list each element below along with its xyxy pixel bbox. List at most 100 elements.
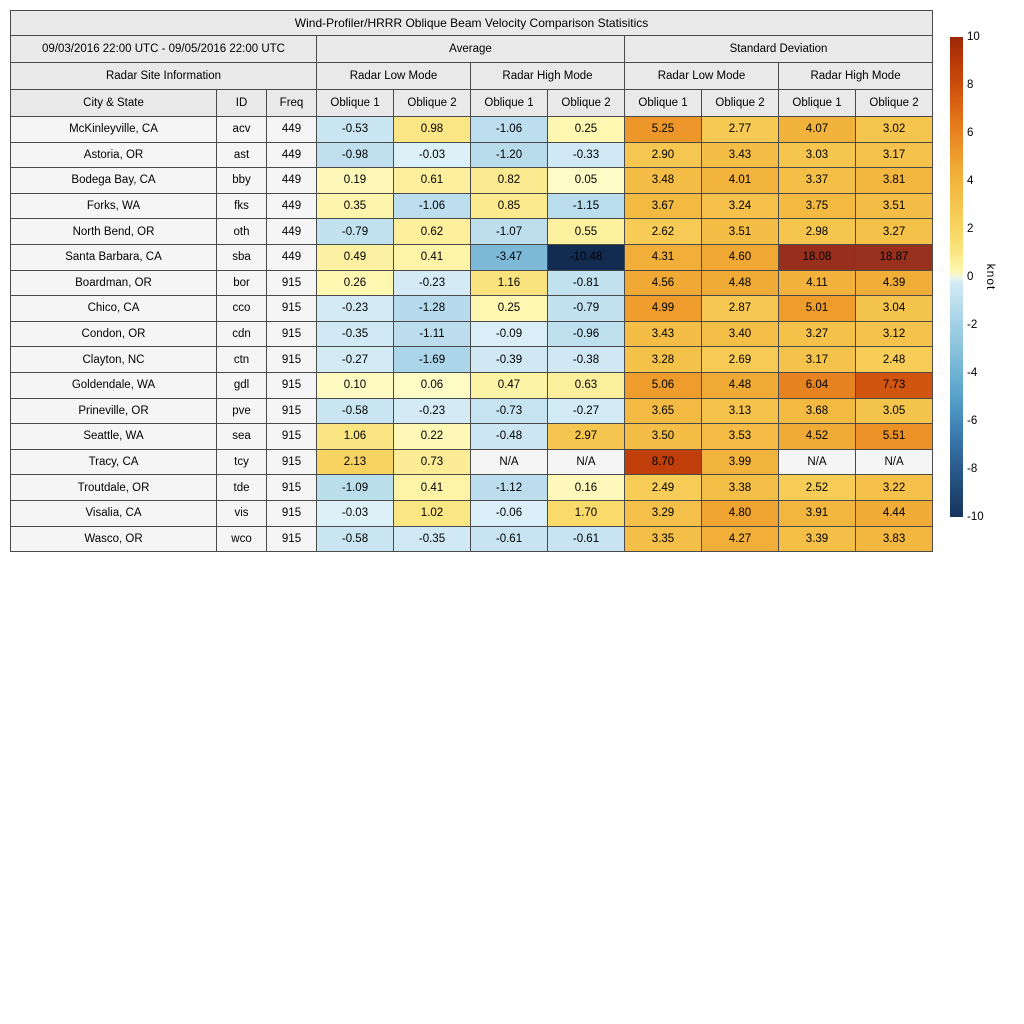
value-cell: -3.47 [470, 243, 548, 271]
site-info-header: Radar Site Information [10, 62, 317, 90]
site-id-cell: cco [216, 295, 267, 322]
value-cell: 4.52 [778, 423, 856, 450]
group-header-average: Average [316, 35, 625, 63]
city-state-cell: Goldendale, WA [10, 371, 217, 399]
value-cell: 18.08 [778, 243, 856, 271]
value-cell: -0.38 [547, 346, 625, 373]
value-cell: 3.48 [624, 167, 702, 194]
value-cell: -1.15 [547, 192, 625, 220]
value-cell: -0.73 [470, 397, 548, 425]
city-state-cell: Forks, WA [10, 192, 217, 220]
col-header-oblique2: Oblique 2 [701, 89, 779, 117]
value-cell: 2.98 [778, 218, 856, 245]
value-cell: -1.69 [393, 346, 471, 373]
value-cell: 5.25 [624, 116, 702, 143]
value-cell: 3.24 [701, 192, 779, 220]
city-state-cell: Troutdale, OR [10, 474, 217, 501]
value-cell: 4.99 [624, 295, 702, 322]
value-cell: -10.48 [547, 243, 625, 271]
col-header-oblique1: Oblique 1 [624, 89, 702, 117]
value-cell: 0.35 [316, 192, 394, 220]
table-row: Tracy, CA tcy 915 2.13 0.73 N/A N/A 8.70 3.99 N/A… [10, 448, 934, 476]
site-id-cell: sea [216, 423, 267, 450]
value-cell: 4.11 [778, 269, 856, 297]
value-cell: 3.05 [854, 397, 934, 425]
value-cell: 0.19 [316, 167, 394, 194]
value-cell: -0.23 [393, 397, 471, 425]
value-cell: 4.31 [624, 243, 702, 271]
value-cell: -0.79 [547, 295, 625, 322]
city-state-cell: Astoria, OR [10, 141, 217, 169]
city-state-cell: North Bend, OR [10, 218, 217, 245]
value-cell: 4.39 [854, 269, 934, 297]
mode-header-avg-high: Radar High Mode [470, 62, 625, 90]
value-cell: 2.52 [778, 474, 856, 501]
value-cell: -0.27 [547, 397, 625, 425]
colorbar-tick-label: 6 [967, 127, 974, 139]
title-row: Wind-Profiler/HRRR Oblique Beam Velocity… [9, 10, 934, 36]
city-state-cell: Tracy, CA [10, 448, 217, 476]
table-row: Wasco, OR wco 915 -0.58 -0.35 -0.61 -0.61 3.35 4… [10, 525, 934, 553]
site-id-cell: bby [216, 167, 267, 194]
value-cell: 0.85 [470, 192, 548, 220]
site-id-cell: fks [216, 192, 267, 220]
value-cell: 3.12 [854, 320, 934, 348]
value-cell: -0.61 [470, 525, 548, 553]
colorbar-tick-label: 8 [967, 79, 974, 91]
value-cell-na: N/A [470, 448, 548, 476]
value-cell: 3.51 [854, 192, 934, 220]
freq-cell: 449 [266, 243, 317, 271]
value-cell: 4.48 [701, 371, 779, 399]
value-cell: -0.48 [470, 423, 548, 450]
value-cell: 3.43 [701, 141, 779, 169]
table-row: Chico, CA cco 915 -0.23 -1.28 0.25 -0.79 4.99 2.… [10, 295, 934, 322]
value-cell: 0.63 [547, 371, 625, 399]
site-id-cell: wco [216, 525, 267, 553]
mode-header-std-high: Radar High Mode [777, 62, 934, 90]
value-cell: 3.75 [778, 192, 856, 220]
table-row: Goldendale, WA gdl 915 0.10 0.06 0.47 0.63 5.06… [10, 371, 934, 399]
table-row: Boardman, OR bor 915 0.26 -0.23 1.16 -0.81 4.56… [10, 269, 934, 297]
date-range: 09/03/2016 22:00 UTC - 09/05/2016 22:00 … [10, 35, 317, 63]
value-cell: 3.50 [624, 423, 702, 450]
value-cell: 3.83 [854, 525, 934, 553]
value-cell: 0.47 [470, 371, 548, 399]
value-cell: -0.33 [547, 141, 625, 169]
value-cell: 3.51 [701, 218, 779, 245]
city-state-cell: Santa Barbara, CA [10, 243, 217, 271]
value-cell: 0.22 [393, 423, 471, 450]
value-cell: 0.62 [393, 218, 471, 245]
value-cell: 3.29 [624, 499, 702, 527]
mode-header-row: Radar Site Information Radar Low Mode Ra… [10, 62, 934, 90]
value-cell: 3.28 [624, 346, 702, 373]
value-cell: 4.07 [778, 116, 856, 143]
value-cell: 2.69 [701, 346, 779, 373]
table-row: Clayton, NC ctn 915 -0.27 -1.69 -0.39 -0.38 3.2… [10, 346, 934, 373]
value-cell: 5.01 [778, 295, 856, 322]
col-header-oblique2: Oblique 2 [393, 89, 471, 117]
value-cell: 3.22 [854, 474, 934, 501]
value-cell: 0.98 [393, 116, 471, 143]
value-cell: 3.67 [624, 192, 702, 220]
col-header-oblique2: Oblique 2 [854, 89, 934, 117]
value-cell: 3.02 [854, 116, 934, 143]
value-cell: -1.06 [470, 116, 548, 143]
colorbar-tick-label: 10 [967, 31, 980, 43]
table-row: Bodega Bay, CA bby 449 0.19 0.61 0.82 0.05 3.48… [10, 167, 934, 194]
colorbar-tick-label: -2 [967, 319, 978, 331]
freq-cell: 915 [266, 397, 317, 425]
colorbar-unit-label: knot [984, 263, 998, 291]
site-id-cell: oth [216, 218, 267, 245]
table-title: Wind-Profiler/HRRR Oblique Beam Velocity… [9, 10, 934, 36]
value-cell: 4.48 [701, 269, 779, 297]
value-cell: -0.98 [316, 141, 394, 169]
city-state-cell: Bodega Bay, CA [10, 167, 217, 194]
col-header-oblique1: Oblique 1 [316, 89, 394, 117]
value-cell: 0.16 [547, 474, 625, 501]
table-row: Visalia, CA vis 915 -0.03 1.02 -0.06 1.70 3.29 4… [10, 499, 934, 527]
value-cell: -0.96 [547, 320, 625, 348]
freq-cell: 915 [266, 474, 317, 501]
freq-cell: 915 [266, 320, 317, 348]
city-state-cell: Visalia, CA [10, 499, 217, 527]
value-cell: 4.01 [701, 167, 779, 194]
